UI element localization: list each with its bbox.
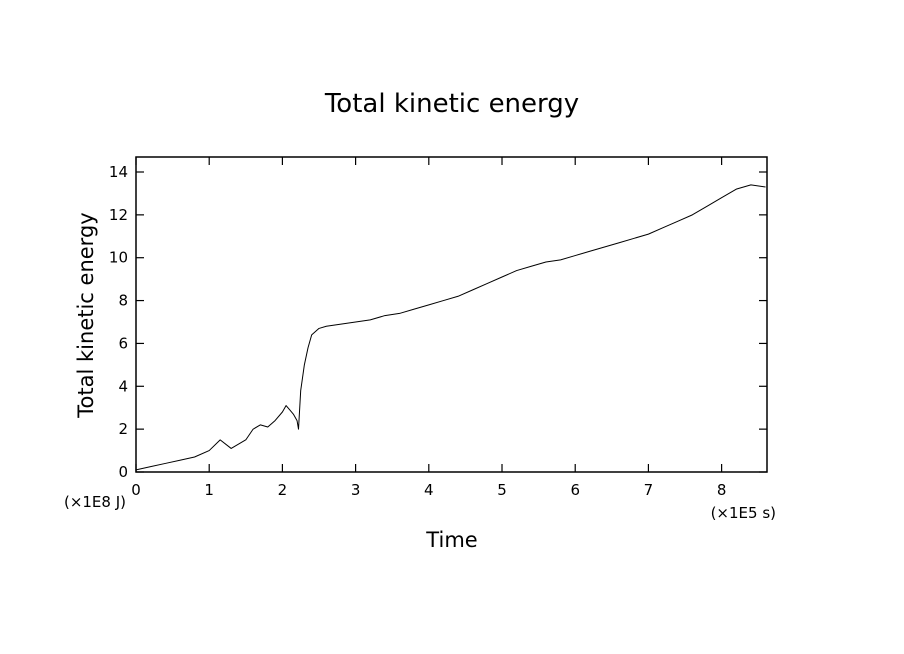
- x-tick-label: 8: [717, 481, 727, 499]
- series-line-0: [135, 184, 766, 471]
- x-tick-label: 4: [424, 481, 434, 499]
- y-axis-label: Total kinetic energy: [74, 212, 98, 418]
- x-unit-label: (×1E5 s): [711, 504, 776, 522]
- x-tick-label: 0: [131, 481, 141, 499]
- series-layer: [135, 184, 766, 471]
- plot-frame: [135, 156, 768, 473]
- y-axis-ticks: [136, 171, 767, 473]
- x-axis-label: Time: [425, 528, 477, 552]
- x-tick-label: 7: [644, 481, 654, 499]
- x-tick-label: 5: [497, 481, 507, 499]
- y-tick-label: 0: [118, 463, 128, 481]
- x-tick-label: 1: [204, 481, 214, 499]
- x-axis-tick-labels: 0 1 2 3 4 5 6 7 8: [131, 481, 726, 499]
- y-tick-label: 12: [109, 206, 128, 224]
- y-tick-label: 8: [118, 292, 128, 310]
- y-tick-label: 2: [118, 420, 128, 438]
- y-tick-label: 6: [118, 334, 128, 352]
- y-axis-tick-labels: 0 2 4 6 8 10 12 14: [109, 163, 128, 481]
- y-tick-label: 10: [109, 249, 128, 267]
- y-tick-label: 4: [118, 377, 128, 395]
- x-tick-label: 2: [278, 481, 288, 499]
- chart-title: Total kinetic energy: [324, 89, 579, 119]
- x-axis-ticks: [135, 157, 723, 472]
- y-unit-label: (×1E8 J): [64, 493, 126, 511]
- x-tick-label: 3: [351, 481, 361, 499]
- x-tick-label: 6: [570, 481, 580, 499]
- y-tick-label: 14: [109, 163, 128, 181]
